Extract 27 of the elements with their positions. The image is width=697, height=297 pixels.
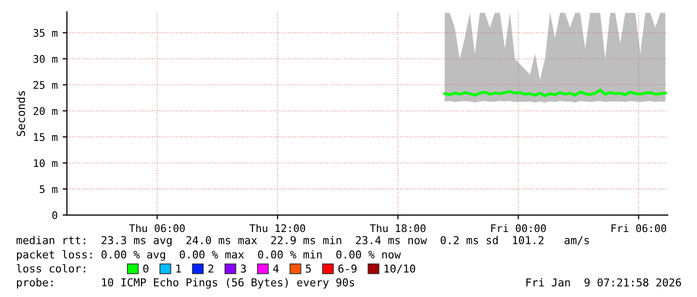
- y-tick-label: 30 m: [33, 55, 58, 63]
- y-tick-label: 0: [52, 211, 58, 220]
- legend-label: 1: [176, 264, 181, 273]
- x-tick-label: Thu 06:00: [129, 224, 185, 232]
- text: probe: 10 ICMP Echo Pings (56 Bytes) every 90s: [17, 278, 354, 289]
- y-tick-label: 10 m: [34, 159, 58, 168]
- legend-label: 5: [306, 264, 311, 273]
- x-tick-label: Thu 12:00: [250, 224, 306, 232]
- x-tick-label: Fri 06:00: [612, 224, 666, 232]
- text: packet loss: 0.00 % avg 0.00 % max 0.00 % min 0.00 % now: [17, 250, 401, 261]
- y-tick-label: 25 m: [34, 81, 58, 89]
- legend-label: 0: [143, 264, 148, 273]
- legend-label: 6-9: [338, 264, 357, 273]
- legend-label: 3: [240, 264, 246, 273]
- y-tick-label: 35 m: [33, 28, 58, 37]
- legend-title: loss color:: [16, 264, 86, 273]
- y-axis-title: Seconds: [16, 91, 26, 136]
- y-tick-label: 20 m: [34, 107, 58, 115]
- legend-label: 10/10: [384, 264, 416, 274]
- x-tick-label: Thu 18:00: [370, 224, 426, 232]
- text: median rtt: 23.3 ms avg 24.0 ms max 22.9 ms min 23.4 ms now 0.2 ms sd 101.2 am/s: [16, 236, 589, 246]
- x-tick-label: Fri 00:00: [491, 224, 546, 232]
- y-tick-label: 5 m: [40, 185, 58, 194]
- y-tick-label: 15 m: [34, 133, 58, 142]
- legend-label: 2: [208, 264, 214, 273]
- legend-label: 4: [273, 264, 279, 273]
- text: Fri Jan 9 07:21:58 2026: [526, 278, 681, 287]
